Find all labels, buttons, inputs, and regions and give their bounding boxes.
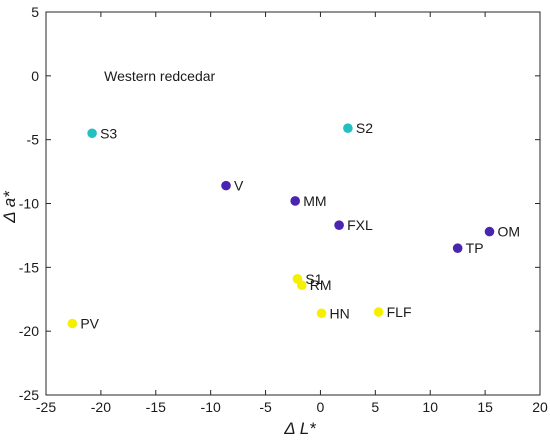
data-point (316, 308, 327, 319)
point-label: S3 (100, 125, 117, 141)
y-axis-title: Δ a* (0, 190, 19, 224)
y-tick-label: 0 (31, 68, 39, 84)
chart-annotation: Western redcedar (104, 68, 215, 84)
data-point (373, 307, 384, 317)
point-label: HN (330, 305, 350, 321)
x-tick-label: 10 (422, 399, 438, 415)
x-tick-label: -10 (201, 399, 221, 415)
data-point (452, 243, 463, 253)
point-label: RM (310, 277, 332, 293)
x-tick-label: 15 (477, 399, 493, 415)
data-point (334, 220, 344, 231)
point-label: OM (498, 224, 521, 240)
data-point (484, 226, 495, 237)
y-tick-label: -10 (19, 196, 39, 212)
axes: -25 -20 -15 -10 -5 0 5 10 15 20 -25 -20 -15 -10 -5 0 5 (19, 4, 548, 415)
point-label: S2 (356, 120, 373, 136)
point-label: S1 (305, 271, 322, 287)
point-label: PV (80, 316, 99, 332)
y-tick-label: -15 (19, 259, 39, 275)
data-point (343, 123, 353, 133)
point-label: TP (466, 240, 484, 256)
y-tick-label: -5 (27, 132, 40, 148)
point-label: FXL (347, 217, 373, 233)
x-axis-title: Δ L* (283, 419, 317, 438)
x-tick-label: 20 (532, 399, 548, 415)
x-tick-label: -25 (36, 399, 56, 415)
point-label: V (234, 178, 244, 194)
y-tick-label: 5 (31, 4, 39, 20)
data-point (87, 128, 97, 139)
data-point (221, 180, 231, 191)
x-tick-label: -5 (259, 399, 272, 415)
data-point (296, 280, 307, 291)
data-point (290, 196, 300, 206)
y-tick-label: -25 (19, 387, 39, 403)
x-tick-label: -20 (91, 399, 111, 415)
x-tick-label: 5 (371, 399, 379, 415)
point-label: MM (303, 193, 326, 209)
data-point (67, 318, 78, 329)
x-tick-label: 0 (317, 399, 325, 415)
point-label: FLF (387, 304, 412, 320)
x-tick-label: -15 (146, 399, 166, 415)
y-tick-label: -20 (19, 323, 39, 339)
